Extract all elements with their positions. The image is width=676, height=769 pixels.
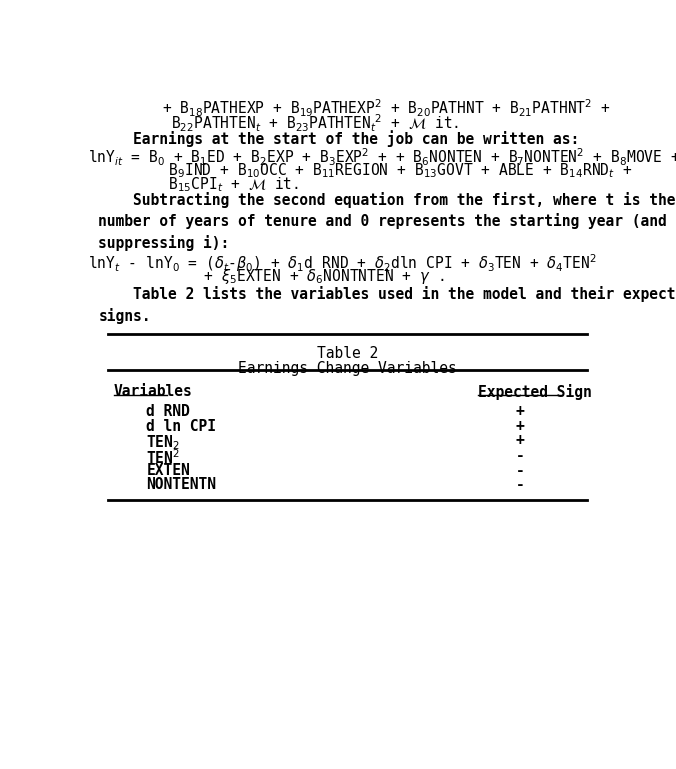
Text: d RND: d RND [147,404,190,419]
Text: number of years of tenure and 0 represents the starting year (and: number of years of tenure and 0 represen… [99,213,667,229]
Text: B$_{22}$PATHTEN$_{t}$ + B$_{23}$PATHTEN$_{t}$$^{2}$ + $\mathcal{M}$ it.: B$_{22}$PATHTEN$_{t}$ + B$_{23}$PATHTEN$… [171,112,460,134]
Text: d ln CPI: d ln CPI [147,419,216,434]
Text: -: - [516,448,525,463]
Text: lnY$_{t}$ - lnY$_{0}$ = ($\delta_{t}$-$\beta_{0}$) + $\delta_{1}$d RND + $\delta: lnY$_{t}$ - lnY$_{0}$ = ($\delta_{t}$-$\… [89,252,597,274]
Text: B$_{9}$IND + B$_{10}$OCC + B$_{11}$REGION + B$_{13}$GOVT + ABLE + B$_{14}$RND$_{: B$_{9}$IND + B$_{10}$OCC + B$_{11}$REGIO… [99,161,633,179]
Text: +: + [516,419,525,434]
Text: Table 2: Table 2 [316,346,378,361]
Text: lnY$_{it}$ = B$_{0}$ + B$_{1}$ED + B$_{2}$EXP + B$_{3}$EXP$^{2}$ + + B$_{6}$NONT: lnY$_{it}$ = B$_{0}$ + B$_{1}$ED + B$_{2… [89,146,676,168]
Text: Expected Sign: Expected Sign [478,384,592,400]
Text: NONTENTN: NONTENTN [147,478,216,492]
Text: -: - [516,478,525,492]
Text: TEN$^{2}$: TEN$^{2}$ [147,448,180,467]
Text: Earnings Change Variables: Earnings Change Variables [238,361,456,376]
Text: + $\xi_{5}$EXTEN + $\delta_{6}$NONTNTEN + $\gamma$ .: + $\xi_{5}$EXTEN + $\delta_{6}$NONTNTEN … [99,267,445,286]
Text: + B$_{18}$PATHEXP + B$_{19}$PATHEXP$^{2}$ + B$_{20}$PATHNT + B$_{21}$PATHNT$^{2}: + B$_{18}$PATHEXP + B$_{19}$PATHEXP$^{2}… [162,98,610,119]
Text: TEN$_{2}$: TEN$_{2}$ [147,434,180,452]
Text: Earnings at the start of the job can be written as:: Earnings at the start of the job can be … [99,130,580,147]
Text: signs.: signs. [99,308,151,324]
Text: Table 2 lists the variables used in the model and their expected: Table 2 lists the variables used in the … [99,286,676,302]
Text: -: - [516,463,525,478]
Text: Subtracting the second equation from the first, where t is the: Subtracting the second equation from the… [99,191,676,208]
Text: suppressing i):: suppressing i): [99,235,230,251]
Text: EXTEN: EXTEN [147,463,190,478]
Text: B$_{15}$CPI$_{t}$ + $\mathcal{M}$ it.: B$_{15}$CPI$_{t}$ + $\mathcal{M}$ it. [99,175,299,194]
Text: +: + [516,404,525,419]
Text: +: + [516,434,525,448]
Text: Variables: Variables [114,384,193,399]
